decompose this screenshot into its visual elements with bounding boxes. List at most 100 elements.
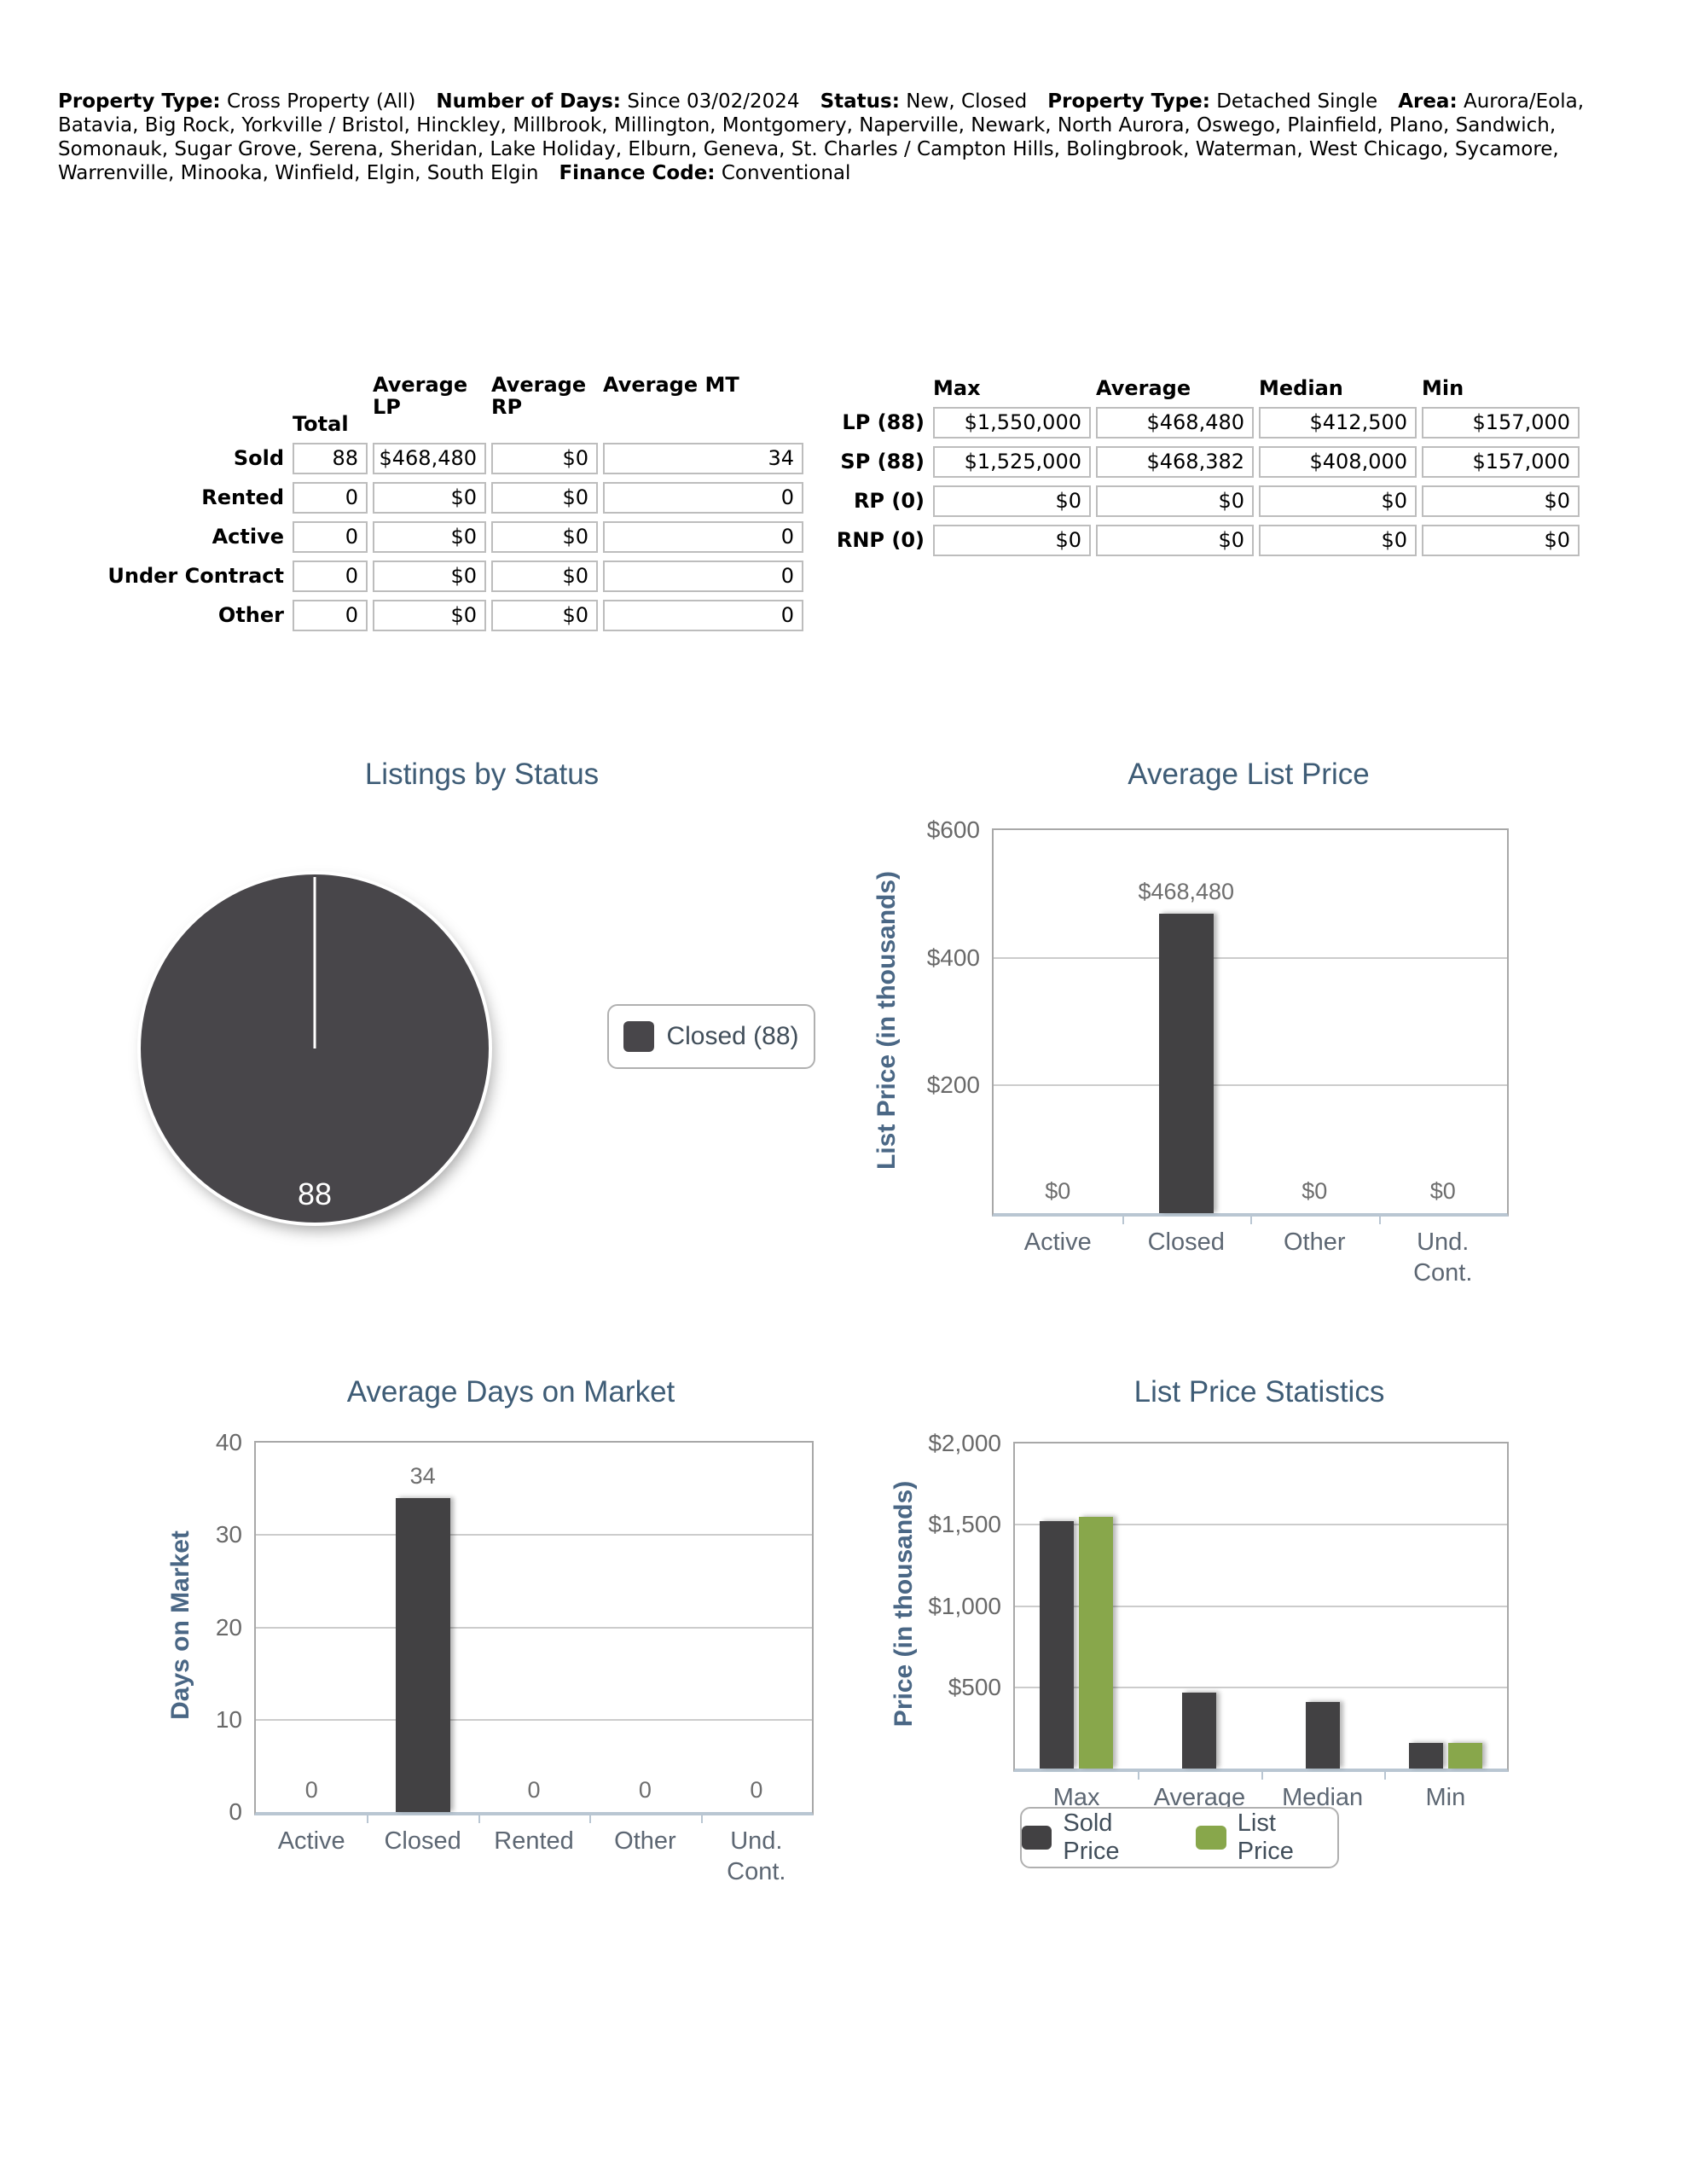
- summary-rented-average-rp: $0: [491, 482, 598, 514]
- summary-rented-average-mt: 0: [603, 482, 803, 514]
- pie-value-label: 88: [297, 1176, 333, 1212]
- catrow: Active Closed Rented Other Und. Cont.: [256, 1812, 812, 1887]
- price-rp-average: $0: [1096, 485, 1254, 517]
- cat: Other: [1283, 1228, 1346, 1256]
- average-days-on-market-title: Average Days on Market: [346, 1375, 675, 1409]
- summary-active-average-mt: 0: [603, 521, 803, 553]
- cat: Rented: [494, 1827, 574, 1855]
- criteria-label-status: Status:: [820, 90, 900, 113]
- price-lp-max: $1,550,000: [933, 407, 1091, 439]
- summary-under-contract-total: 0: [293, 561, 368, 592]
- bargroup: 0: [478, 1443, 589, 1812]
- price-sp-average: $468,382: [1096, 446, 1254, 478]
- sold-price-legend-label: Sold Price: [1063, 1809, 1120, 1865]
- listings-by-status-title: Listings by Status: [364, 758, 600, 791]
- price-rnp-median: $0: [1259, 525, 1417, 556]
- summary-rented-total: 0: [293, 482, 368, 514]
- bargroup: $468,480: [1122, 830, 1251, 1213]
- average-list-price-ylabel: List Price (in thousands): [872, 870, 901, 1170]
- summary-other-total: 0: [293, 600, 368, 631]
- barsrow: 0 34 0 0 0: [256, 1443, 812, 1812]
- sold-price-legend-swatch: [1022, 1826, 1052, 1850]
- bar: [1158, 914, 1214, 1213]
- price-lp-average: $468,480: [1096, 407, 1254, 439]
- summary-header-average-mt: Average MT: [603, 373, 739, 397]
- average-list-price-plot: $600 $400 $200 $0 $468,480 $0 $0 Active Closed Ot…: [927, 816, 1509, 1287]
- summary-sold-average-rp: $0: [491, 443, 598, 474]
- btick: [1383, 1769, 1386, 1780]
- ytick: 40: [215, 1429, 242, 1455]
- summary-row-label-rented: Rented: [201, 485, 284, 509]
- summary-sold-average-mt: 34: [603, 443, 803, 474]
- ytick: $200: [926, 1072, 980, 1099]
- btick: [1250, 1213, 1252, 1224]
- cat: Active: [1023, 1228, 1092, 1256]
- bar: [1182, 1692, 1217, 1769]
- summary-sold-average-lp: $468,480: [373, 443, 486, 474]
- summary-header-spacer: [75, 374, 287, 435]
- cat: Closed: [384, 1827, 461, 1855]
- price-rp-max: $0: [933, 485, 1091, 517]
- summary-row-label-under-contract: Under Contract: [107, 564, 284, 588]
- btick: [1138, 1769, 1140, 1780]
- list-price-legend-swatch: [1196, 1826, 1226, 1850]
- bargroup: [1138, 1443, 1261, 1769]
- btick: [1378, 1213, 1381, 1224]
- cat: Active: [277, 1827, 345, 1855]
- bargroup: 0: [589, 1443, 700, 1812]
- btick: [367, 1812, 369, 1823]
- criteria-value-property-type: Cross Property (All): [226, 90, 416, 113]
- ytick: 30: [215, 1521, 242, 1548]
- list-price-legend-item: List Price: [1196, 1809, 1337, 1866]
- ytick: $1,000: [928, 1592, 1001, 1619]
- closed-legend-swatch: [623, 1021, 655, 1052]
- cat: Median: [1282, 1784, 1364, 1811]
- summary-rented-average-lp: $0: [373, 482, 486, 514]
- price-rnp-max: $0: [933, 525, 1091, 556]
- vlabel: 0: [638, 1777, 652, 1803]
- summary-under-contract-average-rp: $0: [491, 561, 598, 592]
- vlabel: $0: [1045, 1178, 1071, 1204]
- price-lp-min: $157,000: [1422, 407, 1580, 439]
- bargroup: $0: [1250, 830, 1379, 1213]
- summary-row-label-sold: Sold: [233, 446, 284, 470]
- vlabel: 34: [409, 1462, 436, 1489]
- summary-active-average-lp: $0: [373, 521, 486, 553]
- bargroup: [1384, 1443, 1507, 1769]
- bargroup: $0: [994, 830, 1122, 1213]
- cat: Max: [1052, 1784, 1100, 1811]
- vlabel: $0: [1301, 1178, 1328, 1204]
- price-header-median: Median: [1259, 376, 1343, 400]
- btick: [1261, 1769, 1263, 1780]
- catrow: Max Average Median Min: [1015, 1769, 1507, 1813]
- price-header-average: Average: [1096, 376, 1191, 400]
- summary-other-average-rp: $0: [491, 600, 598, 631]
- price-header-max: Max: [933, 376, 981, 400]
- barsrow: [1015, 1443, 1507, 1769]
- ytick: $400: [926, 944, 980, 971]
- summary-header-average-rp: Average RP: [491, 373, 587, 419]
- vlabel: $468,480: [1138, 879, 1235, 905]
- criteria-label-area: Area:: [1398, 90, 1458, 113]
- bar: [1305, 1702, 1340, 1769]
- summary-under-contract-average-lp: $0: [373, 561, 486, 592]
- pie-legend: Closed (88): [607, 1004, 815, 1069]
- summary-active-average-rp: $0: [491, 521, 598, 553]
- cat: Other: [614, 1827, 676, 1855]
- criteria-label-property-type-2: Property Type:: [1047, 90, 1210, 113]
- ytick: $2,000: [928, 1430, 1001, 1456]
- vlabel: 0: [304, 1777, 318, 1803]
- cat: Min: [1425, 1784, 1466, 1811]
- list-price-statistics-legend: Sold Price List Price: [1020, 1807, 1339, 1868]
- price-header-spacer: [819, 374, 928, 399]
- bargroup: 0: [701, 1443, 812, 1812]
- criteria-label-number-of-days: Number of Days:: [436, 90, 622, 113]
- criteria-value-status: New, Closed: [906, 90, 1028, 113]
- bar: [1040, 1520, 1075, 1769]
- grid: [994, 956, 1507, 959]
- list-price-statistics-plot: $2,000 $1,500 $1,000 $500 Max Average Median Mi…: [928, 1430, 1509, 1811]
- criteria-label-finance-code: Finance Code:: [559, 162, 716, 184]
- closed-legend-label: Closed (88): [666, 1022, 799, 1050]
- criteria-value-finance-code: Conventional: [721, 162, 851, 184]
- price-sp-min: $157,000: [1422, 446, 1580, 478]
